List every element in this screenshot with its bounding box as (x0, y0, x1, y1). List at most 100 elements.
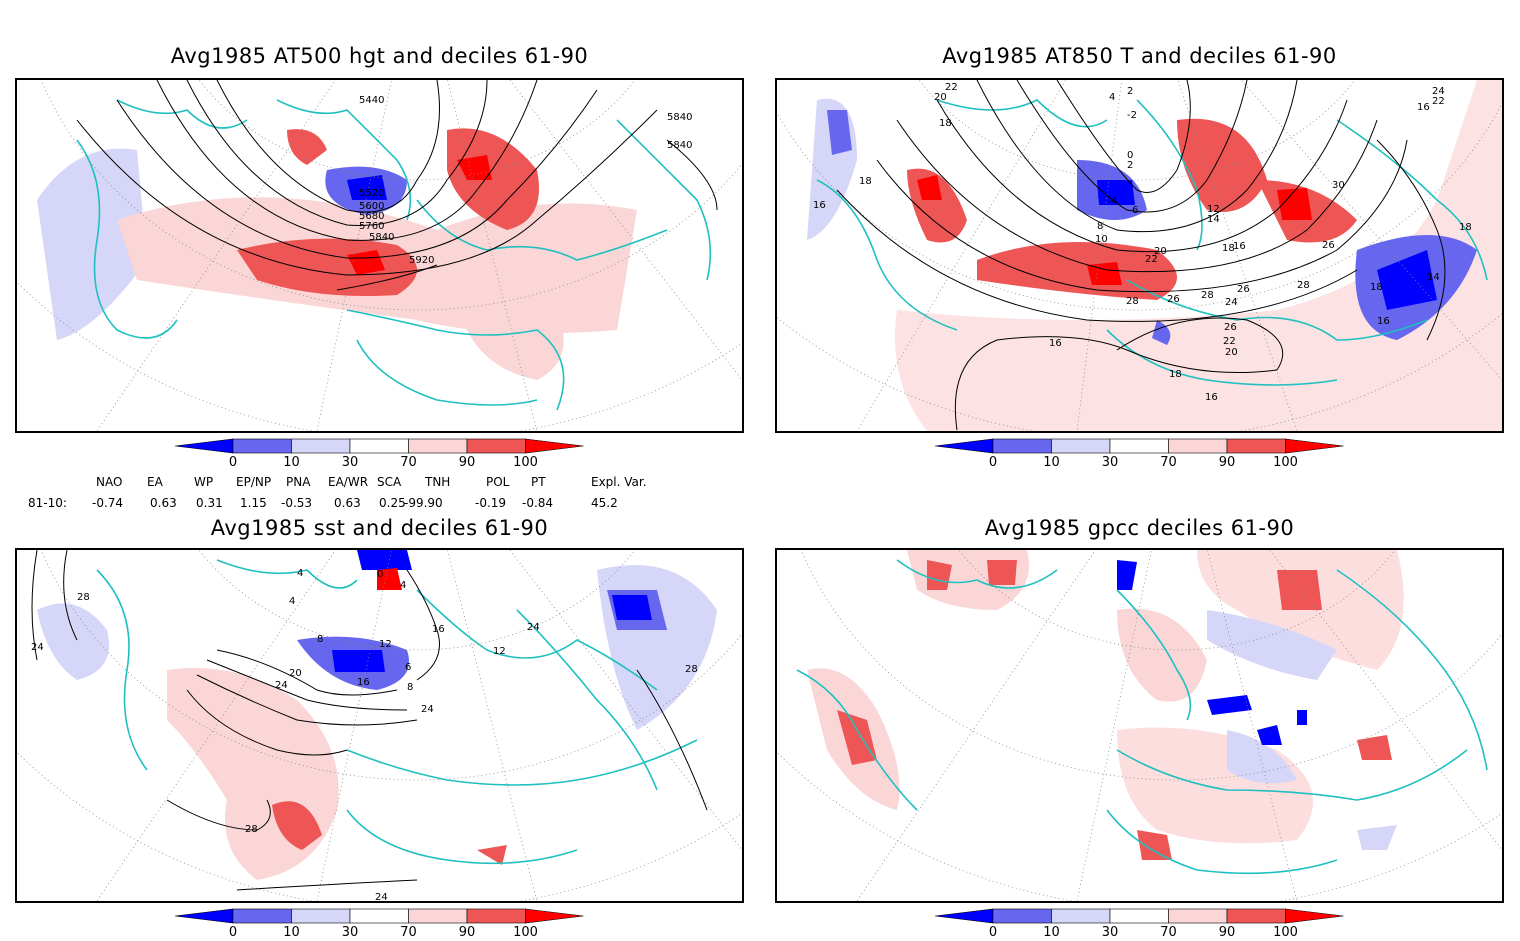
colorbar-swatch (349, 908, 409, 924)
colorbar-tick-label: 90 (1218, 455, 1236, 470)
contour-label: 5440 (359, 95, 384, 106)
colorbar-swatch (1168, 908, 1228, 924)
colorbar-swatch (291, 908, 351, 924)
contour-label: 24 (421, 704, 434, 715)
contour-label: 8 (317, 634, 323, 645)
panel-title-t850: Avg1985 AT850 T and deciles 61-90 (942, 44, 1337, 68)
colorbar-tick-label: 10 (283, 455, 300, 470)
colorbar-swatch (992, 908, 1052, 924)
latlon-grid (777, 80, 1502, 431)
anomaly-shading (37, 128, 637, 380)
contour-label: 4 (289, 596, 295, 607)
index-header: WP (194, 475, 214, 489)
contour-label: 16 (1233, 241, 1246, 252)
contour-label: 24 (275, 680, 288, 691)
latlon-grid (17, 80, 742, 431)
contour-label: 10 (1095, 234, 1108, 245)
colorbar-tick-label: 70 (400, 455, 417, 470)
colorbar-swatch (992, 438, 1052, 454)
contour-label: 5920 (409, 255, 434, 266)
colorbar-swatch (1051, 908, 1111, 924)
colorbar-swatch (408, 438, 468, 454)
colorbar-arrow-low (934, 908, 994, 924)
index-value: 1.15 (240, 496, 267, 510)
contour-label: 18 (1459, 222, 1472, 233)
contour-labels: 28 24 4 4 0 4 8 12 16 20 24 6 8 16 12 24… (31, 568, 698, 901)
contour-label: 30 (1332, 180, 1345, 191)
contour-label: 8 (1097, 221, 1103, 232)
contour-label: 6 (1132, 205, 1138, 216)
contour-label: 5680 (359, 211, 384, 222)
colorbar-tick-label: 10 (1043, 925, 1060, 940)
colorbar-tick-label: 0 (988, 455, 998, 470)
map-sst: 28 24 4 4 0 4 8 12 16 20 24 6 8 16 12 24… (15, 548, 744, 903)
contour-label: 28 (685, 664, 698, 675)
contour-label: 28 (1297, 280, 1310, 291)
colorbar-tick-label: 90 (458, 455, 476, 470)
contour-label: 12 (1207, 204, 1220, 215)
colorbar-tick-label: 100 (513, 925, 538, 940)
colorbar-arrow-high (525, 438, 584, 454)
contour-label: 24 (1432, 86, 1445, 97)
contour-label: 4 (1111, 196, 1117, 207)
contour-label: 2 (1127, 160, 1133, 171)
contour-label: 18 (939, 118, 952, 129)
contour-label: 16 (1417, 102, 1430, 113)
colorbar-swatches (934, 908, 1344, 924)
contour-label: 26 (1167, 294, 1180, 305)
teleconnection-index-table: NAO EA WP EP/NP PNA EA/WR SCA TNH POL PT… (0, 474, 760, 514)
index-value: 0.63 (334, 496, 361, 510)
contour-label: 0 (377, 569, 383, 580)
contour-label: 5760 (359, 221, 384, 232)
coastlines (76, 99, 712, 411)
index-value: -99.90 (404, 496, 443, 510)
index-value: 0.31 (196, 496, 223, 510)
contour-label: 22 (1145, 254, 1158, 265)
contour-label: 20 (934, 92, 947, 103)
colorbar-tick-label: 100 (1273, 925, 1298, 940)
coastlines (96, 559, 698, 865)
colorbar-tick-label: 70 (1160, 925, 1177, 940)
contour-labels: 22 20 18 4 2 0 -2 2 4 6 8 10 12 14 16 18… (813, 82, 1472, 403)
map-t850: 22 20 18 4 2 0 -2 2 4 6 8 10 12 14 16 18… (775, 78, 1504, 433)
colorbar-arrow-high (1285, 438, 1344, 454)
index-value: 45.2 (591, 496, 618, 510)
colorbar-sst: 0 10 30 70 90 100 (174, 907, 585, 941)
contour-label: 16 (357, 677, 370, 688)
colorbar-tick-label: 0 (228, 455, 238, 470)
contour-label: 28 (1126, 296, 1139, 307)
latlon-grid (17, 550, 742, 901)
contour-label: 12 (493, 646, 506, 657)
colorbar-tick-label: 10 (1043, 455, 1060, 470)
colorbar-tick-label: 30 (341, 455, 359, 470)
map-gpcc-canvas (777, 550, 1502, 901)
colorbar-tick-label: 70 (400, 925, 417, 940)
colorbar-arrow-low (174, 908, 234, 924)
contour-label: 5840 (667, 140, 692, 151)
contour-label: 16 (1377, 316, 1390, 327)
colorbar-tick-label: 10 (283, 925, 300, 940)
contour-label: 18 (1370, 282, 1383, 293)
map-t850-canvas: 22 20 18 4 2 0 -2 2 4 6 8 10 12 14 16 18… (777, 80, 1502, 431)
contour-label: 4 (400, 580, 406, 591)
contour-label: 20 (1225, 347, 1238, 358)
map-hgt500: 5440 5840 5840 5520 5600 5680 5760 5840 … (15, 78, 744, 433)
colorbar-swatch (1109, 438, 1169, 454)
colorbar-arrow-high (525, 908, 584, 924)
colorbar-tick-label: 0 (228, 925, 238, 940)
colorbar-tick-label: 100 (1273, 455, 1298, 470)
contour-label: 14 (1427, 272, 1440, 283)
colorbar-tick-label: 90 (458, 925, 476, 940)
anomaly-shading (807, 550, 1404, 860)
contour-label: -2 (1127, 110, 1137, 121)
contour-label: 5840 (667, 112, 692, 123)
colorbar-swatch (1226, 438, 1286, 454)
map-gpcc (775, 548, 1504, 903)
contour-labels: 5440 5840 5840 5520 5600 5680 5760 5840 … (359, 95, 692, 266)
index-header: EP/NP (236, 475, 272, 489)
contour-label: 22 (1223, 336, 1236, 347)
colorbar-swatch (1168, 438, 1228, 454)
colorbar-swatch (1051, 438, 1111, 454)
colorbar-hgt500: 0 10 30 70 90 100 (174, 437, 585, 471)
contour-label: 24 (31, 642, 44, 653)
